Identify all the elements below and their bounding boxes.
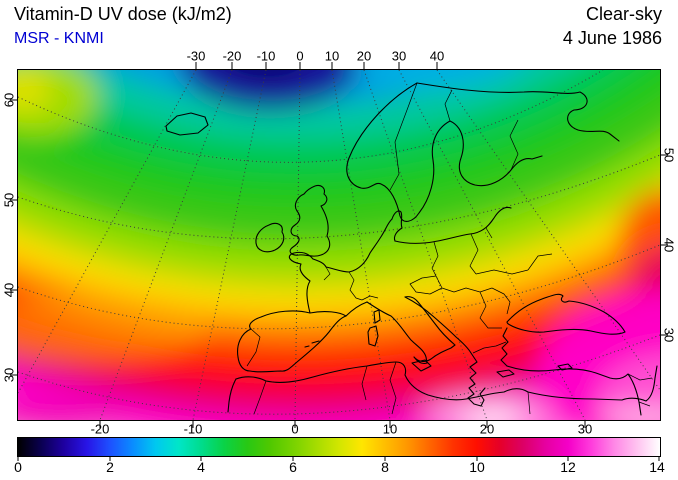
europe-map-svg [18,70,660,420]
top-axis-label: -10 [256,48,276,64]
bottom-axis-label: 10 [382,421,398,437]
top-axis-label: 40 [429,48,445,64]
colorbar-tick-label: 12 [560,459,576,475]
colorbar-tick-label: 0 [14,459,22,475]
right-axis-label: 40 [661,237,677,253]
left-axis-label: 50 [1,192,17,208]
bottom-axis-label: -10 [183,421,203,437]
colorbar-gradient [18,438,660,456]
bottom-axis-label: 20 [479,421,495,437]
bottom-axis-label: -20 [90,421,110,437]
top-axis-label: 30 [391,48,407,64]
colorbar-tick-label: 2 [106,459,114,475]
bottom-axis-label: 0 [291,421,299,437]
bottom-axis-label: 30 [577,421,593,437]
source-label: MSR - KNMI [14,30,104,47]
colorbar-tick-label: 8 [381,459,389,475]
right-axis-label: 30 [661,327,677,343]
left-axis-label: 30 [1,367,17,383]
date-label: 4 June 1986 [562,28,662,48]
top-axis-label: 10 [324,48,340,64]
top-axis-label: 20 [356,48,372,64]
left-axis-label: 60 [1,92,17,108]
colorbar-tick-label: 6 [289,459,297,475]
top-axis-label: -20 [222,48,242,64]
right-axis-label: 50 [661,147,677,163]
colorbar [17,437,661,457]
colorbar-tick-label: 14 [649,459,665,475]
colorbar-tick-label: 10 [469,459,485,475]
map-frame [17,69,661,421]
top-axis-label: -30 [186,48,206,64]
colorbar-tick-label: 4 [197,459,205,475]
top-axis-label: 0 [296,48,304,64]
condition-label: Clear-sky [585,4,662,24]
uv-field [18,70,660,420]
page-title: Vitamin-D UV dose (kJ/m2) [14,4,232,24]
left-axis-label: 40 [1,282,17,298]
